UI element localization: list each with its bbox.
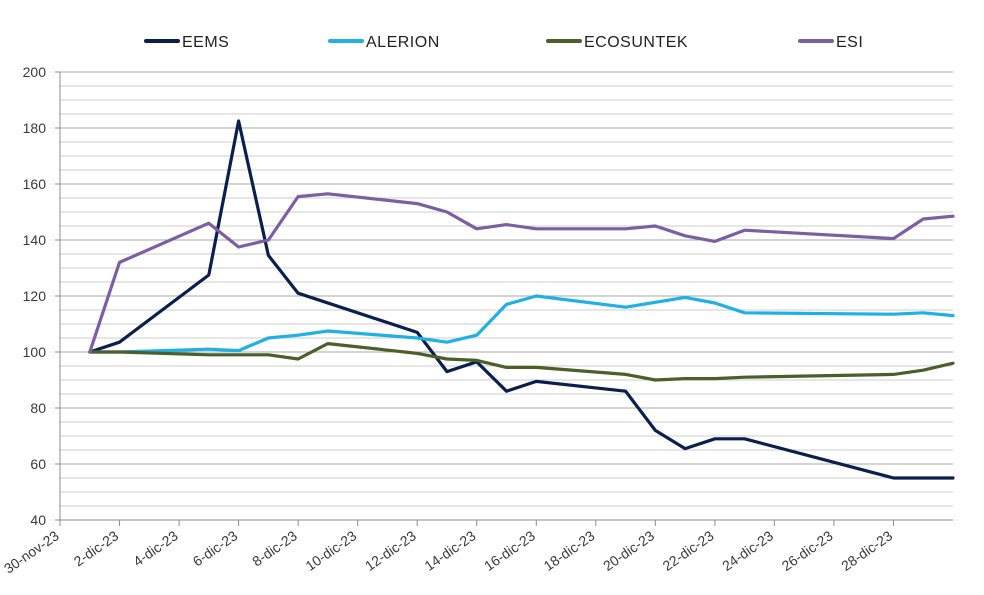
x-tick-label: 16-dic-23	[481, 527, 538, 574]
y-tick-label: 140	[23, 232, 47, 248]
x-tick-label: 2-dic-23	[71, 527, 122, 569]
x-tick-label: 12-dic-23	[362, 527, 419, 574]
legend-label-eems: EEMS	[182, 34, 229, 51]
axes: 40 60 80 100 120 140 160 180 200 30-nov-23 2-dic-2…	[1, 64, 953, 577]
legend-label-esi: ESI	[836, 34, 863, 51]
x-tick-label: 30-nov-23	[1, 527, 62, 576]
y-tick-label: 200	[23, 64, 47, 80]
series-line-alerion	[88, 294, 955, 354]
y-tick-label: 160	[23, 176, 47, 192]
y-tick-label: 80	[30, 400, 46, 416]
y-tick-label: 100	[23, 344, 47, 360]
x-tick-label: 14-dic-23	[421, 527, 478, 574]
x-tick-label: 28-dic-23	[838, 527, 895, 574]
y-tick-label: 40	[30, 512, 46, 528]
x-tick-label: 8-dic-23	[249, 527, 300, 569]
series-line-eems	[88, 119, 955, 480]
x-tick-label: 10-dic-23	[302, 527, 359, 574]
x-tick-label: 24-dic-23	[719, 527, 776, 574]
gridlines	[60, 71, 953, 507]
series-line-ecosuntek	[88, 342, 955, 382]
y-tick-label: 180	[23, 120, 47, 136]
series-lines	[88, 119, 955, 480]
legend-label-ecosuntek: ECOSUNTEK	[584, 34, 688, 51]
x-tick-label: 22-dic-23	[660, 527, 717, 574]
series-line-esi	[88, 192, 955, 354]
x-tick-label: 26-dic-23	[779, 527, 836, 574]
y-tick-label: 120	[23, 288, 47, 304]
legend-label-alerion: ALERION	[366, 34, 440, 51]
x-tick-label: 20-dic-23	[600, 527, 657, 574]
x-tick-label: 4-dic-23	[130, 527, 181, 569]
legend: EEMS ALERION ECOSUNTEK ESI	[144, 34, 863, 51]
x-tick-label: 18-dic-23	[541, 527, 598, 574]
x-tick-label: 6-dic-23	[190, 527, 241, 569]
y-tick-label: 60	[30, 456, 46, 472]
